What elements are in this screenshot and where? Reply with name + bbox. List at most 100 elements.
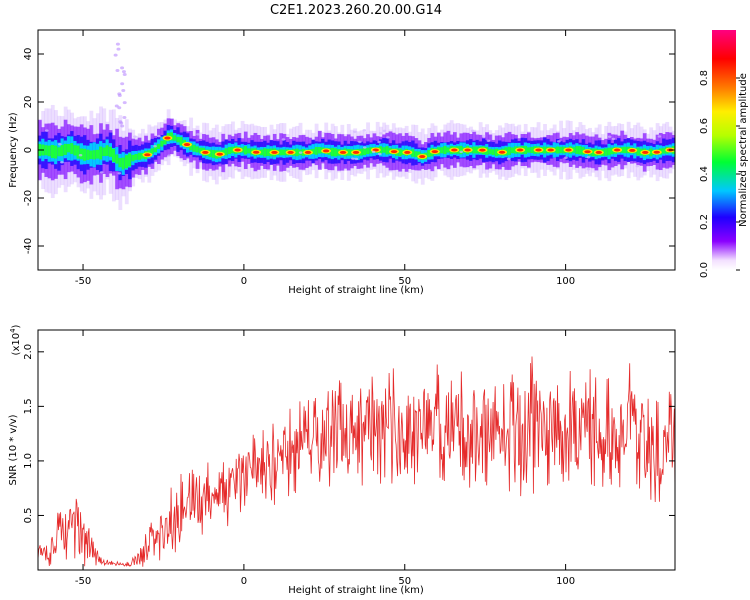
spectrogram-cell [591, 148, 596, 157]
spectrogram-peak-core [516, 148, 524, 152]
spectrogram-cell [173, 135, 177, 141]
spectrogram-cell [131, 154, 136, 162]
spectrogram-peak-core [451, 148, 458, 152]
spectrogram-peak-core [234, 148, 241, 152]
spectrogram-cell [555, 146, 560, 154]
spectrogram-speckle [459, 150, 464, 154]
spectrogram-peak-core [287, 150, 294, 154]
spectrogram-cell [105, 145, 110, 156]
spectrogram-speckle [281, 138, 286, 141]
spectrogram-peak-core [183, 143, 191, 147]
spectrogram-peak-core [322, 149, 330, 153]
snr-scale-label: (x104) [9, 324, 22, 355]
spectrogram-cell [189, 143, 194, 151]
spectrogram-cell [649, 148, 654, 157]
spectrogram-cell [124, 155, 129, 169]
spectrogram-x-tick-label: -50 [75, 276, 91, 287]
spectrogram-speckle [117, 172, 122, 175]
spectrogram-speckle [506, 157, 511, 161]
spectrogram-speckle [60, 161, 64, 164]
spectrogram-cell [47, 145, 52, 157]
spectrogram-cell [243, 146, 248, 155]
spectrogram-cell [510, 147, 515, 154]
colorbar-tick-label: 0.6 [699, 118, 710, 134]
spectrogram-cell [440, 147, 444, 154]
spectrogram-peak-core [613, 148, 621, 152]
spectrogram-speckle [607, 135, 612, 138]
spectrogram-speckle [358, 140, 362, 144]
spectrogram-cell [379, 146, 383, 154]
snr-y-tick-label: 0.5 [23, 508, 34, 524]
spectrogram-cell [491, 149, 496, 155]
spectrogram-peak-core [498, 150, 506, 154]
spectrogram-cell [160, 140, 165, 147]
colorbar-ticks: 0.0 0.2 0.4 0.6 0.8 [699, 70, 740, 278]
spectrogram-speckle [120, 124, 125, 128]
spectrogram-speckle [611, 137, 616, 141]
colorbar-tick-label: 0.2 [699, 214, 710, 230]
spectrogram-cell [414, 151, 419, 158]
spectrogram-cell [527, 147, 531, 153]
spectrogram-cell [76, 145, 81, 159]
snr-y-tick-label: 2.0 [23, 344, 34, 360]
spectrogram-peak-core [304, 150, 312, 154]
spectrogram-peak-core [629, 148, 636, 152]
colorbar-label: Normalized spectral amplitude [738, 73, 749, 227]
spectrogram-cell [198, 147, 203, 154]
spectrogram-cell [57, 147, 62, 157]
spectrogram-panel: -50 0 50 100 -40 -20 0 20 40 Height of straight… [8, 29, 676, 296]
spectrogram-x-label: Height of straight line (km) [288, 285, 424, 296]
spectrogram-x-ticks: -50 0 50 100 [75, 30, 575, 287]
spectrogram-cell [247, 148, 251, 154]
spectrogram-peak-core [595, 150, 603, 154]
snr-scale-text: (x10 [11, 333, 22, 356]
spectrogram-y-tick-label: -40 [23, 238, 34, 254]
spectrogram-cell [195, 146, 200, 153]
spectrogram-speckle [298, 151, 303, 154]
snr-x-tick-label: 0 [241, 576, 247, 587]
spectrogram-cell [266, 148, 271, 157]
spectrogram-speckle [121, 89, 126, 93]
colorbar: 0.0 0.2 0.4 0.6 0.8 Normalized spectral ampl… [699, 30, 749, 278]
spectrogram-cell [227, 147, 232, 155]
spectrogram-cell [385, 146, 390, 155]
spectrogram-speckle [113, 53, 118, 57]
spectrogram-peak-core [642, 150, 649, 154]
spectrogram-x-tick-label: 100 [556, 276, 575, 287]
snr-y-tick-label: 1.0 [23, 453, 34, 469]
spectrogram-peak-core [431, 150, 439, 154]
snr-y-tick-label: 1.5 [23, 398, 34, 414]
spectrogram-cell [446, 147, 451, 153]
spectrogram-speckle [635, 164, 640, 168]
spectrogram-speckle [122, 101, 127, 105]
snr-y-ticks: 0.5 1.0 1.5 2.0 [23, 344, 675, 524]
spectrogram-cell [95, 149, 100, 159]
spectrogram-peak-core [653, 150, 660, 154]
spectrogram-cell [472, 146, 477, 154]
spectrogram-peak-core [352, 150, 360, 154]
spectrogram-cell [333, 148, 338, 157]
spectrogram-speckle [167, 154, 171, 157]
spectrogram-peak-core [479, 148, 486, 152]
spectrogram-cell [179, 137, 184, 146]
spectrogram-cell [224, 148, 229, 156]
spectrogram-cell [176, 136, 181, 143]
spectrogram-peak-core [202, 150, 209, 154]
snr-x-tick-label: -50 [75, 576, 91, 587]
spectrogram-cell [279, 149, 284, 156]
colorbar-tick-label: 0.8 [699, 70, 710, 86]
spectrogram-speckle [657, 135, 662, 138]
spectrogram-y-tick-label: 40 [23, 48, 34, 61]
spectrogram-speckle [351, 157, 355, 160]
spectrogram-cell [111, 148, 116, 162]
spectrogram-speckle [78, 154, 83, 157]
spectrogram-speckle [386, 136, 390, 139]
snr-x-tick-label: 100 [556, 576, 575, 587]
spectrogram-y-tick-label: -20 [23, 190, 34, 206]
spectrogram-peak-core [339, 150, 347, 154]
spectrogram-speckle [122, 73, 127, 77]
spectrogram-peak-core [547, 148, 554, 152]
spectrogram-speckle [371, 150, 376, 154]
spectrogram-cell [137, 152, 142, 160]
spectrogram-speckle [377, 152, 382, 156]
